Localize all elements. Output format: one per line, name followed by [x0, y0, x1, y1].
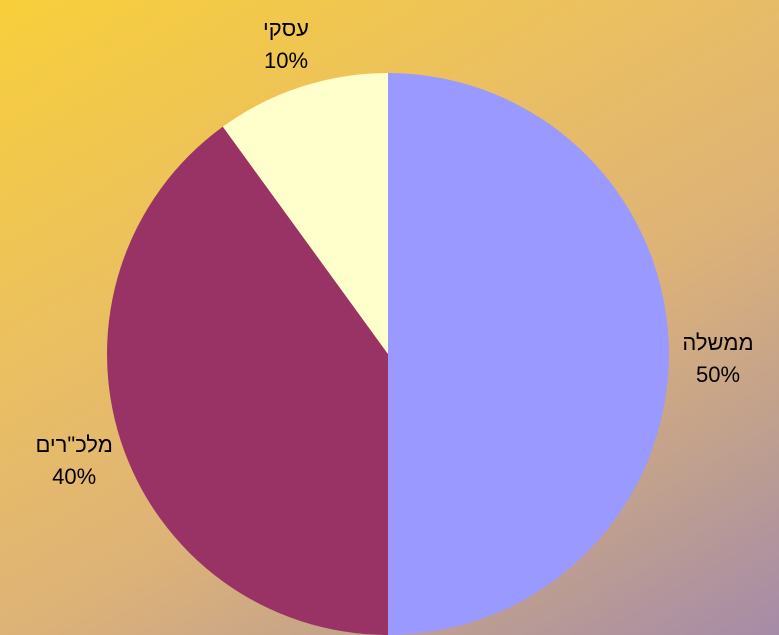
pie-slices	[107, 73, 669, 635]
pie-slice-0	[388, 73, 669, 635]
slice-labels: ממשלה 50% מלכ"רים 40% עסקי 10%	[35, 16, 753, 489]
pie-slice-2	[222, 73, 388, 354]
slice-label-name-2: עסקי	[263, 16, 309, 41]
slice-label-value-2: 10%	[264, 48, 308, 73]
slice-label-name-1: מלכ"רים	[35, 432, 112, 457]
pie-slice-1	[107, 126, 388, 635]
slice-label-value-0: 50%	[696, 362, 740, 387]
slice-label-value-1: 40%	[52, 464, 96, 489]
slice-label-name-0: ממשלה	[682, 330, 753, 355]
